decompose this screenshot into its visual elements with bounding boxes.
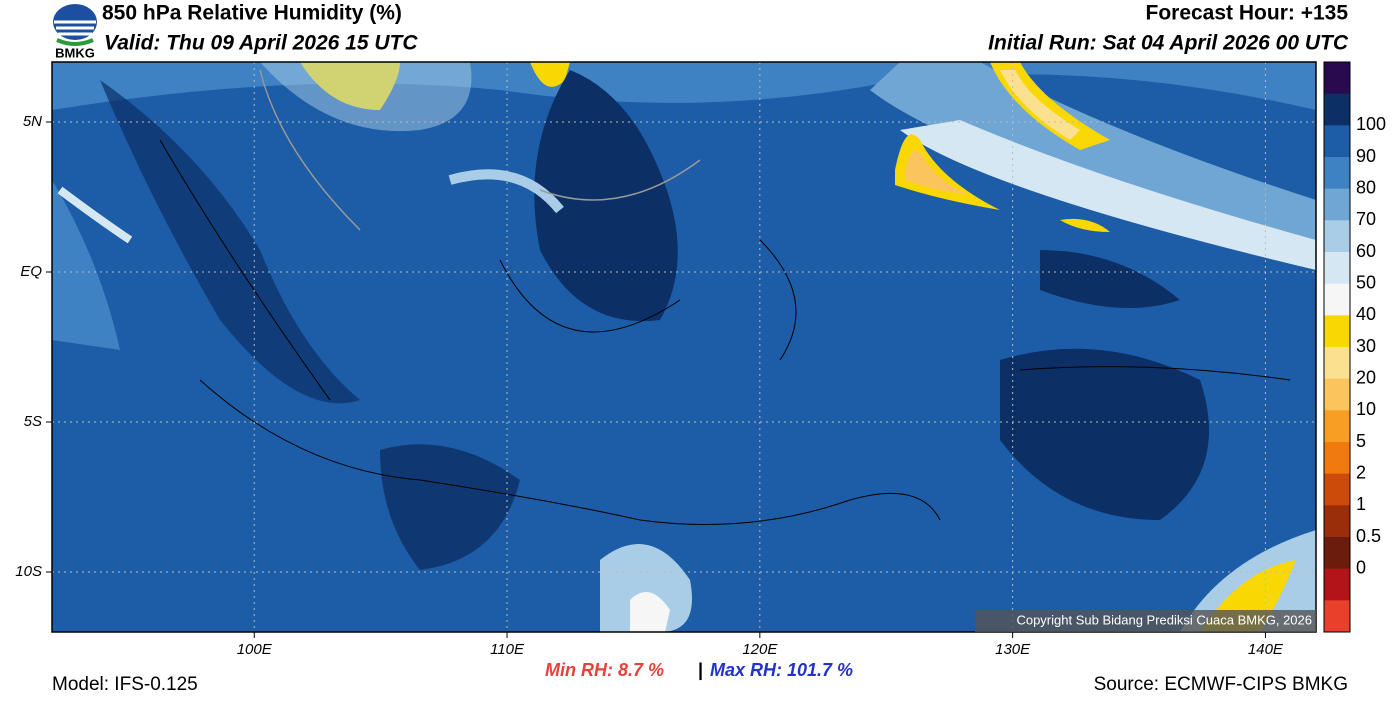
copyright-box [975, 610, 1316, 632]
graticule: 100E 110E 120E 130E 140E 5N EQ 5S 10S [15, 62, 1316, 658]
humidity-field [52, 62, 1316, 632]
colorbar-swatch [1324, 442, 1350, 475]
colorbar-label: 30 [1356, 336, 1376, 356]
logo: BMKG [53, 4, 97, 60]
lon-tick-label: 110E [490, 641, 525, 658]
colorbar-label: 70 [1356, 209, 1376, 229]
colorbar-swatch [1324, 157, 1350, 190]
colorbar-swatch [1324, 600, 1350, 633]
lat-tick-label: 5S [24, 413, 42, 430]
colorbar-label: 90 [1356, 146, 1376, 166]
colorbar-swatch [1324, 283, 1350, 316]
lon-tick-label: 130E [995, 641, 1031, 658]
colorbar-swatch [1324, 537, 1350, 570]
colorbar-swatch [1324, 125, 1350, 158]
min-rh: Min RH: 8.7 % [545, 660, 664, 680]
lat-tick-label: EQ [20, 263, 42, 280]
lon-tick-label: 120E [742, 641, 778, 658]
colorbar-label: 10 [1356, 399, 1376, 419]
separator: | [698, 660, 703, 680]
colorbar-swatch [1324, 315, 1350, 348]
colorbar-label: 20 [1356, 367, 1376, 387]
copyright: Copyright Sub Bidang Prediksi Cuaca BMKG… [1016, 612, 1312, 627]
colorbar-swatch [1324, 347, 1350, 380]
colorbar-label: 100 [1356, 114, 1386, 134]
colorbar-swatch [1324, 188, 1350, 221]
colorbar-label: 1 [1356, 494, 1366, 514]
lon-tick-label: 140E [1248, 641, 1284, 658]
lat-tick-label: 10S [15, 563, 42, 580]
colorbar-swatch [1324, 62, 1350, 95]
valid-time: Valid: Thu 09 April 2026 15 UTC [104, 32, 418, 55]
colorbar-frame [1323, 61, 1351, 633]
colorbar-swatch [1324, 93, 1350, 126]
colorbar-swatch [1324, 378, 1350, 411]
colorbar-swatch [1324, 473, 1350, 506]
colorbar-label: 50 [1356, 272, 1376, 292]
logo-text: BMKG [55, 45, 95, 60]
map-frame [51, 61, 1317, 633]
colorbar-label: 5 [1356, 431, 1366, 451]
colorbar-label: 40 [1356, 304, 1376, 324]
colorbar-label: 0 [1356, 557, 1366, 577]
title: 850 hPa Relative Humidity (%) [102, 2, 402, 25]
source: Source: ECMWF-CIPS BMKG [1094, 674, 1348, 695]
max-rh: Max RH: 101.7 % [710, 660, 853, 680]
colorbar-swatch [1324, 252, 1350, 285]
colorbar-label: 0.5 [1356, 526, 1381, 546]
colorbar-label: 80 [1356, 177, 1376, 197]
initial-run: Initial Run: Sat 04 April 2026 00 UTC [988, 32, 1349, 55]
lon-tick-label: 100E [237, 641, 273, 658]
colorbar-swatch [1324, 220, 1350, 253]
lat-tick-label: 5N [23, 113, 42, 130]
colorbar-swatch [1324, 505, 1350, 538]
colorbar-swatch [1324, 568, 1350, 601]
colorbar-label: 2 [1356, 462, 1366, 482]
colorbar-swatch [1324, 410, 1350, 443]
colorbar: 100 90 80 70 60 50 40 30 20 10 5 2 1 0.5 0 [1323, 61, 1386, 633]
colorbar-label: 60 [1356, 241, 1376, 261]
model: Model: IFS-0.125 [52, 674, 198, 695]
forecast-hour: Forecast Hour: +135 [1146, 2, 1349, 25]
